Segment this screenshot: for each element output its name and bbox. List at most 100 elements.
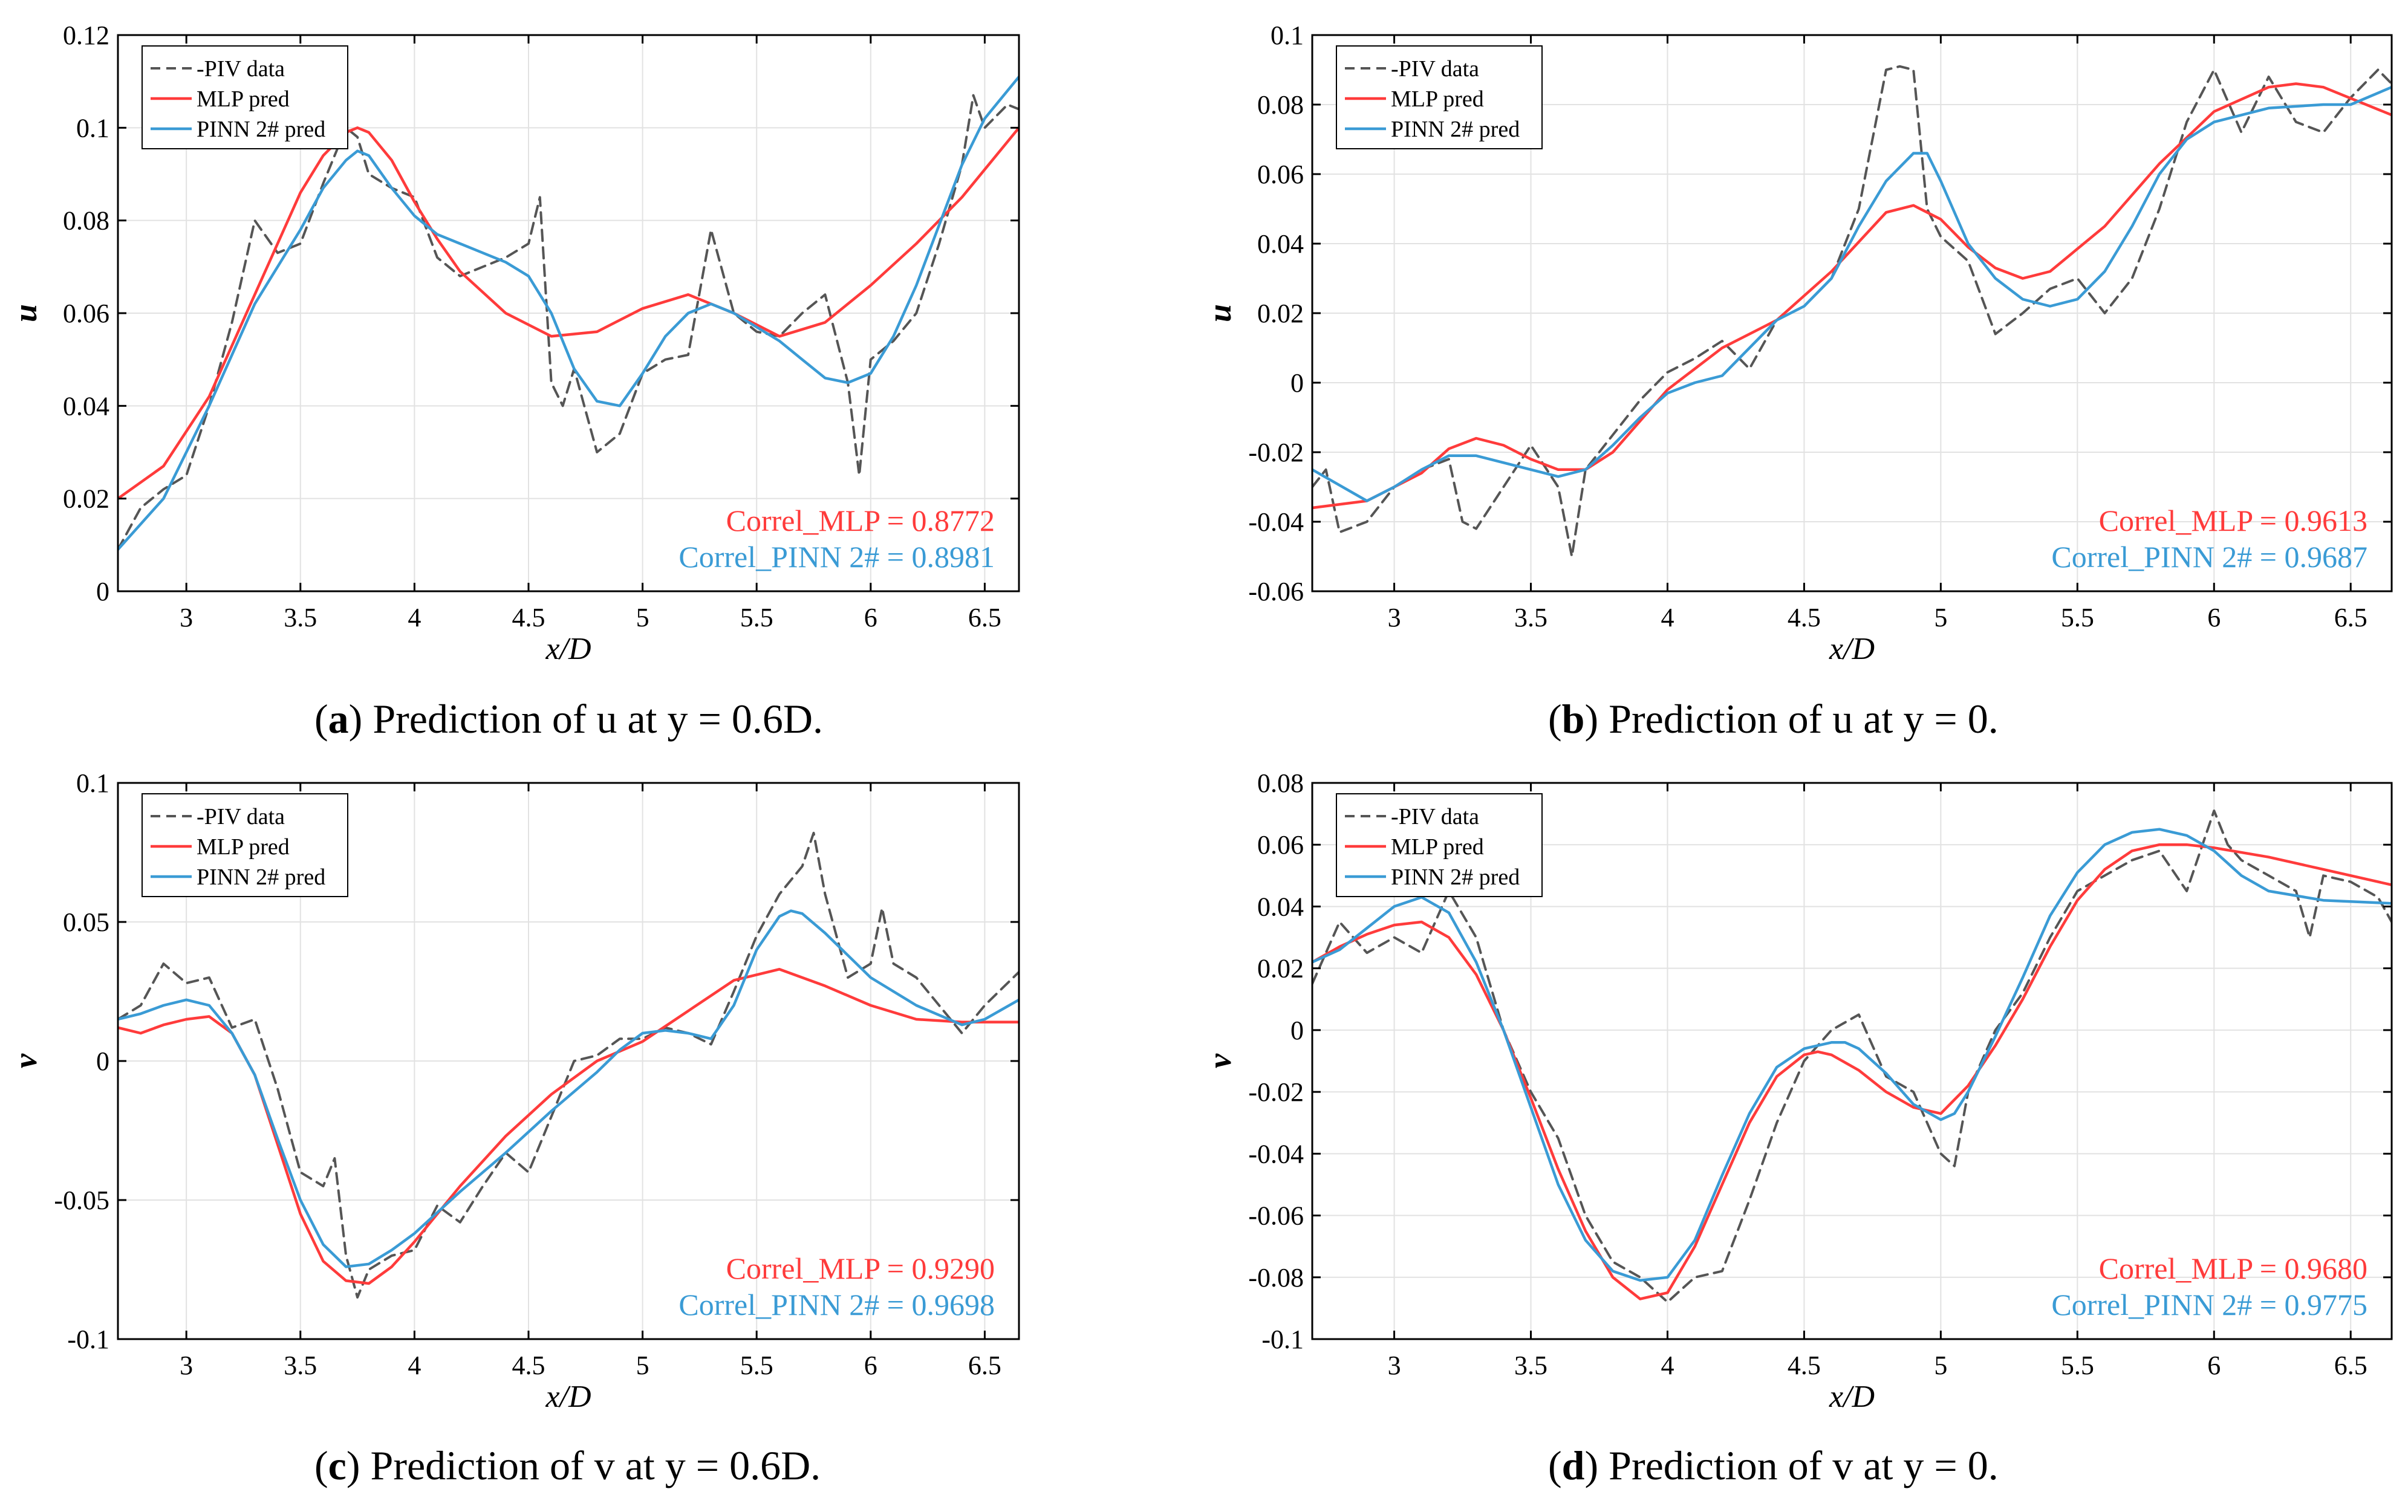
panel-d-ytick-label: 0.02: [1257, 954, 1304, 984]
panel-c-legend-label-mlp: MLP pred: [197, 834, 290, 860]
panel-b-xlabel: x/D: [1829, 632, 1875, 666]
panel-d-xlabel: x/D: [1829, 1380, 1875, 1414]
panel-c-correl-pinn: Correl_PINN 2# = 0.9698: [678, 1288, 995, 1322]
panel-a-xtick-label: 3.5: [284, 603, 317, 632]
panel-a-ytick-label: 0: [96, 577, 109, 606]
panel-b-xtick-label: 5.5: [2061, 603, 2094, 632]
panel-b-correl-pinn: Correl_PINN 2# = 0.9687: [2051, 540, 2367, 574]
panel-d-series-piv: [1312, 810, 2392, 1303]
caption-a-letter: a: [328, 696, 349, 742]
panel-a-correl-pinn: Correl_PINN 2# = 0.8981: [678, 540, 995, 574]
panel-c-xtick-label: 4.5: [512, 1351, 545, 1380]
panel-d-legend: -PIV data MLP pred PINN 2# pred: [1336, 793, 1543, 897]
panel-a-legend: -PIV data MLP pred PINN 2# pred: [142, 45, 348, 149]
panel-c-xtick-label: 3.5: [284, 1351, 317, 1380]
panel-d-xtick-label: 4.5: [1788, 1351, 1821, 1380]
panel-b-ytick-label: 0.02: [1257, 299, 1304, 328]
panel-d-ytick-label: 0.08: [1257, 768, 1304, 798]
panel-c-correl-mlp: Correl_MLP = 0.9290: [726, 1251, 995, 1285]
caption-c: (c) Prediction of v at y = 0.6D.: [314, 1442, 821, 1488]
panel-b-legend-label-pinn: PINN 2# pred: [1391, 117, 1520, 142]
panel-d-ytick-label: -0.04: [1248, 1139, 1304, 1169]
panel-d-xtick-label: 3: [1388, 1351, 1401, 1380]
panel-b-series-piv: [1312, 65, 2392, 558]
panel-a-series-mlp: [118, 126, 1019, 500]
panel-a-xtick-label: 4: [408, 603, 421, 632]
panel-a-series-pinn: [118, 75, 1019, 551]
panel-c-series-pinn: [118, 909, 1019, 1268]
panel-c-ylabel: v: [7, 1053, 44, 1068]
panel-b-xtick-label: 4.5: [1788, 603, 1821, 632]
panel-b-legend-label-piv: -PIV data: [1391, 56, 1479, 82]
panel-d-series-mlp: [1312, 843, 2392, 1300]
panel-b-correl-mlp: Correl_MLP = 0.9613: [2099, 504, 2367, 537]
panel-c-ytick-label: 0: [96, 1046, 109, 1076]
caption-b-letter: b: [1561, 696, 1585, 742]
panel-a-xtick-label: 3: [180, 603, 193, 632]
panel-a-xtick-label: 6.5: [968, 603, 1001, 632]
panel-c-series-piv: [118, 831, 1019, 1299]
caption-c-text: Prediction of v at y = 0.6D.: [370, 1442, 821, 1488]
panel-d-ylabel: v: [1202, 1053, 1238, 1068]
caption-c-letter: c: [328, 1442, 347, 1488]
panel-c-legend: -PIV data MLP pred PINN 2# pred: [142, 793, 348, 897]
panel-a-legend-label-mlp: MLP pred: [197, 86, 290, 112]
panel-a-correl-mlp: Correl_MLP = 0.8772: [726, 504, 995, 537]
panel-a-ytick-label: 0.06: [63, 299, 109, 328]
panel-b-ytick-label: -0.02: [1248, 438, 1304, 467]
panel-d-xtick-label: 6.5: [2334, 1351, 2367, 1380]
panel-b-xtick-label: 3: [1388, 603, 1401, 632]
panel-c-ytick-label: -0.05: [54, 1186, 109, 1215]
panel-d-ytick-label: -0.08: [1248, 1263, 1304, 1293]
panel-d: 3 3.5 4 4.5 5 5.5 6 6.5 -0.1 -0.08 -0.06 -0.04 -0.02…: [1202, 768, 2393, 1414]
panel-b-xtick-label: 5: [1934, 603, 1947, 632]
panel-c: 3 3.5 4 4.5 5 5.5 6 6.5 -0.1 -0.05 0 0.05 0.1 x/D v -PI…: [7, 768, 1020, 1414]
panel-b-ytick-label: 0.06: [1257, 160, 1304, 189]
panel-a-legend-label-pinn: PINN 2# pred: [197, 117, 325, 142]
panel-c-series-mlp: [118, 967, 1019, 1285]
panel-a-xtick-label: 5: [636, 603, 649, 632]
panel-a: 3 3.5 4 4.5 5 5.5 6 6.5 0 0.02 0.04 0.06 0.08 0.1 0.12…: [7, 21, 1020, 666]
panel-c-legend-label-pinn: PINN 2# pred: [197, 865, 325, 890]
caption-b-text: Prediction of u at y = 0.: [1609, 696, 1999, 742]
panel-a-ytick-label: 0.1: [76, 113, 109, 143]
panel-d-correl-pinn: Correl_PINN 2# = 0.9775: [2051, 1288, 2367, 1322]
caption-d-text: Prediction of v at y = 0.: [1609, 1442, 1999, 1488]
panel-b-ylabel: u: [1202, 304, 1238, 322]
panel-c-ytick-label: 0.1: [76, 768, 109, 798]
panel-d-legend-label-mlp: MLP pred: [1391, 834, 1484, 860]
panel-b-xtick-label: 6.5: [2334, 603, 2367, 632]
panel-a-legend-label-piv: -PIV data: [197, 56, 285, 82]
panel-c-xtick-label: 4: [408, 1351, 421, 1380]
panel-a-xlabel: x/D: [545, 632, 591, 666]
panel-d-xtick-label: 5: [1934, 1351, 1947, 1380]
panel-c-xtick-label: 5.5: [740, 1351, 773, 1380]
panel-a-ytick-label: 0.04: [63, 391, 109, 421]
panel-c-xtick-label: 3: [180, 1351, 193, 1380]
panel-b: 3 3.5 4 4.5 5 5.5 6 6.5 -0.06 -0.04 -0.02 0 0.02 0.04…: [1202, 21, 2393, 666]
caption-a-text: Prediction of u at y = 0.6D.: [373, 696, 823, 742]
panel-a-xtick-label: 4.5: [512, 603, 545, 632]
panel-d-ytick-label: -0.06: [1248, 1201, 1304, 1231]
panel-c-xtick-label: 5: [636, 1351, 649, 1380]
caption-b: (b) Prediction of u at y = 0.: [1548, 696, 1999, 742]
panel-b-legend-label-mlp: MLP pred: [1391, 86, 1484, 112]
panel-d-axes-frame: [1311, 782, 2393, 1340]
panel-d-legend-label-piv: -PIV data: [1391, 804, 1479, 829]
panel-a-xtick-label: 6: [864, 603, 877, 632]
panel-b-ytick-label: 0.04: [1257, 229, 1304, 259]
caption-a: (a) Prediction of u at y = 0.6D.: [314, 696, 823, 742]
panel-b-ytick-label: 0.1: [1271, 21, 1304, 50]
panel-b-series-mlp: [1312, 82, 2392, 510]
panel-c-ytick-label: -0.1: [67, 1325, 109, 1354]
panel-b-legend: -PIV data MLP pred PINN 2# pred: [1336, 45, 1543, 149]
panel-b-ytick-label: -0.06: [1248, 577, 1304, 606]
panel-d-ytick-label: 0: [1290, 1016, 1304, 1045]
panel-a-ytick-label: 0.08: [63, 206, 109, 236]
panel-b-xtick-label: 4: [1661, 603, 1674, 632]
panel-b-ytick-label: 0: [1290, 368, 1304, 398]
panel-c-xtick-label: 6.5: [968, 1351, 1001, 1380]
panel-c-xlabel: x/D: [545, 1380, 591, 1414]
panel-a-xtick-label: 5.5: [740, 603, 773, 632]
